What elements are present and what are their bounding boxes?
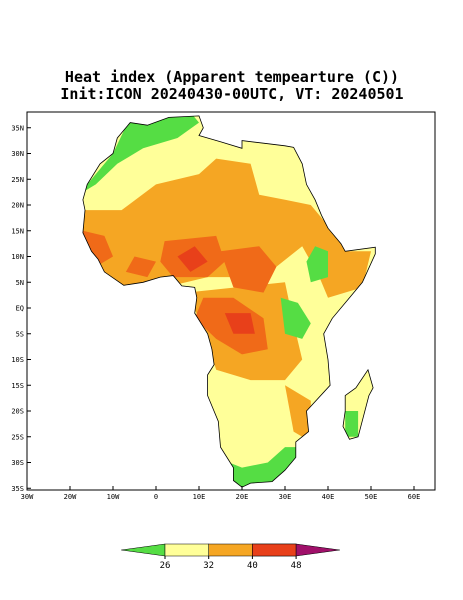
colorbar-segment — [252, 543, 297, 557]
y-tick-label: 35N — [11, 124, 24, 132]
y-tick-label: 35S — [11, 485, 24, 493]
y-tick-label: 15S — [11, 382, 24, 390]
y-tick-label: 20N — [11, 202, 24, 210]
x-tick-label: 30E — [279, 493, 292, 501]
heat-region — [82, 115, 199, 195]
heat-region — [177, 246, 208, 272]
title-line: Heat index (Apparent tempearture (C)) — [65, 68, 399, 86]
y-tick-label: 15N — [11, 227, 24, 235]
heat-region — [285, 385, 311, 442]
axes: 30W 20W 10W 0 10E 20E 30E 40E 50E 60E 35N 30N 25N 20N… — [11, 124, 420, 501]
colorbar-label: 40 — [247, 561, 258, 571]
y-tick-label: 25N — [11, 176, 24, 184]
coastline — [82, 115, 376, 488]
heat-region — [345, 411, 359, 437]
x-tick-label: 50E — [365, 493, 378, 501]
y-tick-label: 5S — [16, 330, 24, 338]
coast — [82, 115, 376, 488]
heat-region — [280, 297, 311, 339]
x-tick-label: 40E — [322, 493, 335, 501]
y-tick-label: 30N — [11, 150, 24, 158]
colorbar-segment — [164, 543, 209, 557]
x-tick-label: 10E — [193, 493, 206, 501]
heat-region — [220, 246, 277, 293]
y-tick-label: 5N — [16, 279, 24, 287]
y-tick-label: 25S — [11, 433, 24, 441]
colorbar-label: 26 — [160, 561, 171, 571]
heat-region — [125, 256, 156, 278]
heat-region — [224, 313, 255, 334]
y-tick-label: 10N — [11, 253, 24, 261]
x-tick-label: 20W — [64, 493, 77, 501]
colorbar-low — [121, 543, 166, 557]
x-tick-label: 0 — [154, 493, 158, 501]
x-tick-label: 20E — [236, 493, 249, 501]
y-tick-label: 20S — [11, 408, 24, 416]
y-tick-label: EQ — [16, 305, 24, 313]
colorbar-segment — [208, 543, 253, 557]
colorbar-high — [295, 543, 340, 557]
colorbar: 26 32 40 48 — [121, 543, 340, 571]
x-tick-label: 10W — [107, 493, 120, 501]
colorbar-label: 48 — [291, 561, 302, 571]
y-tick-label: 30S — [11, 459, 24, 467]
coast — [342, 368, 374, 440]
y-tick-label: 10S — [11, 356, 24, 364]
colorbar-label: 32 — [203, 561, 214, 571]
x-tick-label: 60E — [408, 493, 421, 501]
x-tick-label: 30W — [21, 493, 34, 501]
title-line: Init:ICON 20240430-00UTC, VT: 20240501 — [60, 85, 403, 103]
heat-region — [306, 246, 328, 283]
